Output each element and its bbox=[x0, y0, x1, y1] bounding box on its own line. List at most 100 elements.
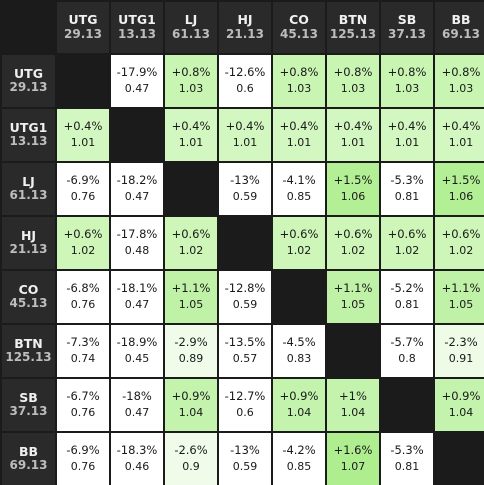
matchup-cell-sb-vs-co[interactable]: +0.9%1.04 bbox=[273, 379, 325, 432]
matchup-cell-utg-vs-hj[interactable]: -12.6%0.6 bbox=[219, 55, 271, 108]
matchup-cell-co-vs-utg[interactable]: -6.8%0.76 bbox=[57, 271, 109, 324]
matchup-cell-lj-vs-co[interactable]: -4.1%0.85 bbox=[273, 163, 325, 216]
matchup-cell-co-vs-hj[interactable]: -12.8%0.59 bbox=[219, 271, 271, 324]
matchup-cell-bb-vs-sb[interactable]: -5.3%0.81 bbox=[381, 433, 433, 485]
matchup-cell-btn-vs-utg[interactable]: -7.3%0.74 bbox=[57, 325, 109, 378]
cell-delta-percent: -6.7% bbox=[66, 388, 99, 405]
cell-ratio-value: 0.74 bbox=[71, 351, 96, 368]
column-position-label: BB bbox=[451, 13, 470, 27]
matchup-cell-lj-vs-utg1[interactable]: -18.2%0.47 bbox=[111, 163, 163, 216]
matchup-cell-utg1-vs-sb[interactable]: +0.4%1.01 bbox=[381, 109, 433, 162]
matchup-cell-co-vs-sb[interactable]: -5.2%0.81 bbox=[381, 271, 433, 324]
matchup-cell-bb-vs-utg[interactable]: -6.9%0.76 bbox=[57, 433, 109, 485]
cell-ratio-value: 1.01 bbox=[179, 135, 204, 152]
matchup-cell-sb-vs-utg1[interactable]: -18%0.47 bbox=[111, 379, 163, 432]
cell-ratio-value: 1.04 bbox=[179, 405, 204, 422]
cell-ratio-value: 1.05 bbox=[179, 297, 204, 314]
cell-ratio-value: 1.02 bbox=[287, 243, 312, 260]
matchup-cell-bb-vs-lj[interactable]: -2.6%0.9 bbox=[165, 433, 217, 485]
column-position-label: HJ bbox=[237, 13, 252, 27]
cell-delta-percent: -17.9% bbox=[117, 64, 158, 81]
matchup-cell-btn-vs-utg1[interactable]: -18.9%0.45 bbox=[111, 325, 163, 378]
cell-ratio-value: 1.04 bbox=[341, 405, 366, 422]
matchup-cell-utg1-vs-lj[interactable]: +0.4%1.01 bbox=[165, 109, 217, 162]
matchup-cell-utg-vs-lj[interactable]: +0.8%1.03 bbox=[165, 55, 217, 108]
cell-delta-percent: -5.3% bbox=[390, 442, 423, 459]
cell-ratio-value: 1.03 bbox=[395, 81, 420, 98]
diagonal-cell bbox=[57, 55, 109, 108]
cell-ratio-value: 0.59 bbox=[233, 189, 258, 206]
matchup-cell-sb-vs-btn[interactable]: +1%1.04 bbox=[327, 379, 379, 432]
column-position-label: SB bbox=[398, 13, 417, 27]
matchup-cell-utg1-vs-utg[interactable]: +0.4%1.01 bbox=[57, 109, 109, 162]
cell-delta-percent: -17.8% bbox=[117, 226, 158, 243]
matchup-cell-btn-vs-bb[interactable]: -2.3%0.91 bbox=[435, 325, 484, 378]
matchup-cell-co-vs-btn[interactable]: +1.1%1.05 bbox=[327, 271, 379, 324]
matchup-cell-sb-vs-hj[interactable]: -12.7%0.6 bbox=[219, 379, 271, 432]
row-position-label: BB bbox=[19, 445, 38, 459]
cell-delta-percent: +0.4% bbox=[388, 118, 427, 135]
cell-delta-percent: -2.6% bbox=[174, 442, 207, 459]
matchup-cell-lj-vs-btn[interactable]: +1.5%1.06 bbox=[327, 163, 379, 216]
cell-ratio-value: 0.81 bbox=[395, 459, 420, 476]
cell-ratio-value: 0.47 bbox=[125, 189, 150, 206]
matchup-cell-sb-vs-utg[interactable]: -6.7%0.76 bbox=[57, 379, 109, 432]
cell-ratio-value: 1.05 bbox=[449, 297, 474, 314]
matchup-cell-btn-vs-lj[interactable]: -2.9%0.89 bbox=[165, 325, 217, 378]
matchup-cell-hj-vs-sb[interactable]: +0.6%1.02 bbox=[381, 217, 433, 270]
matchup-cell-bb-vs-hj[interactable]: -13%0.59 bbox=[219, 433, 271, 485]
matchup-cell-sb-vs-lj[interactable]: +0.9%1.04 bbox=[165, 379, 217, 432]
column-stack-label: 37.13 bbox=[388, 28, 426, 42]
matchup-cell-utg-vs-co[interactable]: +0.8%1.03 bbox=[273, 55, 325, 108]
matchup-cell-utg1-vs-co[interactable]: +0.4%1.01 bbox=[273, 109, 325, 162]
matchup-cell-btn-vs-sb[interactable]: -5.7%0.8 bbox=[381, 325, 433, 378]
matchup-cell-utg1-vs-hj[interactable]: +0.4%1.01 bbox=[219, 109, 271, 162]
cell-ratio-value: 1.03 bbox=[449, 81, 474, 98]
matchup-cell-hj-vs-lj[interactable]: +0.6%1.02 bbox=[165, 217, 217, 270]
matchup-cell-utg-vs-bb[interactable]: +0.8%1.03 bbox=[435, 55, 484, 108]
cell-delta-percent: -12.7% bbox=[225, 388, 266, 405]
matchup-cell-utg-vs-sb[interactable]: +0.8%1.03 bbox=[381, 55, 433, 108]
matchup-cell-btn-vs-hj[interactable]: -13.5%0.57 bbox=[219, 325, 271, 378]
matchup-cell-hj-vs-bb[interactable]: +0.6%1.02 bbox=[435, 217, 484, 270]
row-position-label: UTG bbox=[14, 67, 43, 81]
matchup-cell-bb-vs-utg1[interactable]: -18.3%0.46 bbox=[111, 433, 163, 485]
matchup-cell-hj-vs-btn[interactable]: +0.6%1.02 bbox=[327, 217, 379, 270]
matchup-cell-utg1-vs-btn[interactable]: +0.4%1.01 bbox=[327, 109, 379, 162]
matchup-cell-sb-vs-bb[interactable]: +0.9%1.04 bbox=[435, 379, 484, 432]
row-position-label: CO bbox=[19, 283, 39, 297]
matchup-cell-utg-vs-utg1[interactable]: -17.9%0.47 bbox=[111, 55, 163, 108]
matchup-cell-btn-vs-co[interactable]: -4.5%0.83 bbox=[273, 325, 325, 378]
cell-delta-percent: +1.1% bbox=[442, 280, 481, 297]
matchup-cell-lj-vs-bb[interactable]: +1.5%1.06 bbox=[435, 163, 484, 216]
cell-ratio-value: 1.01 bbox=[287, 135, 312, 152]
matchup-cell-lj-vs-utg[interactable]: -6.9%0.76 bbox=[57, 163, 109, 216]
cell-delta-percent: +0.9% bbox=[172, 388, 211, 405]
matchup-cell-hj-vs-utg[interactable]: +0.6%1.02 bbox=[57, 217, 109, 270]
column-position-label: CO bbox=[289, 13, 309, 27]
matchup-cell-lj-vs-sb[interactable]: -5.3%0.81 bbox=[381, 163, 433, 216]
cell-delta-percent: -6.9% bbox=[66, 172, 99, 189]
matchup-cell-hj-vs-utg1[interactable]: -17.8%0.48 bbox=[111, 217, 163, 270]
cell-delta-percent: +1% bbox=[339, 388, 367, 405]
cell-delta-percent: -18.2% bbox=[117, 172, 158, 189]
row-stack-label: 61.13 bbox=[10, 189, 48, 203]
cell-ratio-value: 1.02 bbox=[71, 243, 96, 260]
matchup-cell-hj-vs-co[interactable]: +0.6%1.02 bbox=[273, 217, 325, 270]
cell-ratio-value: 0.6 bbox=[236, 81, 254, 98]
cell-ratio-value: 0.9 bbox=[182, 459, 200, 476]
cell-delta-percent: +0.4% bbox=[280, 118, 319, 135]
matchup-cell-lj-vs-hj[interactable]: -13%0.59 bbox=[219, 163, 271, 216]
matchup-cell-bb-vs-btn[interactable]: +1.6%1.07 bbox=[327, 433, 379, 485]
matchup-cell-co-vs-bb[interactable]: +1.1%1.05 bbox=[435, 271, 484, 324]
matchup-cell-utg1-vs-bb[interactable]: +0.4%1.01 bbox=[435, 109, 484, 162]
matchup-cell-co-vs-lj[interactable]: +1.1%1.05 bbox=[165, 271, 217, 324]
cell-ratio-value: 0.76 bbox=[71, 405, 96, 422]
matchup-cell-utg-vs-btn[interactable]: +0.8%1.03 bbox=[327, 55, 379, 108]
matchup-cell-bb-vs-co[interactable]: -4.2%0.85 bbox=[273, 433, 325, 485]
matchup-cell-co-vs-utg1[interactable]: -18.1%0.47 bbox=[111, 271, 163, 324]
